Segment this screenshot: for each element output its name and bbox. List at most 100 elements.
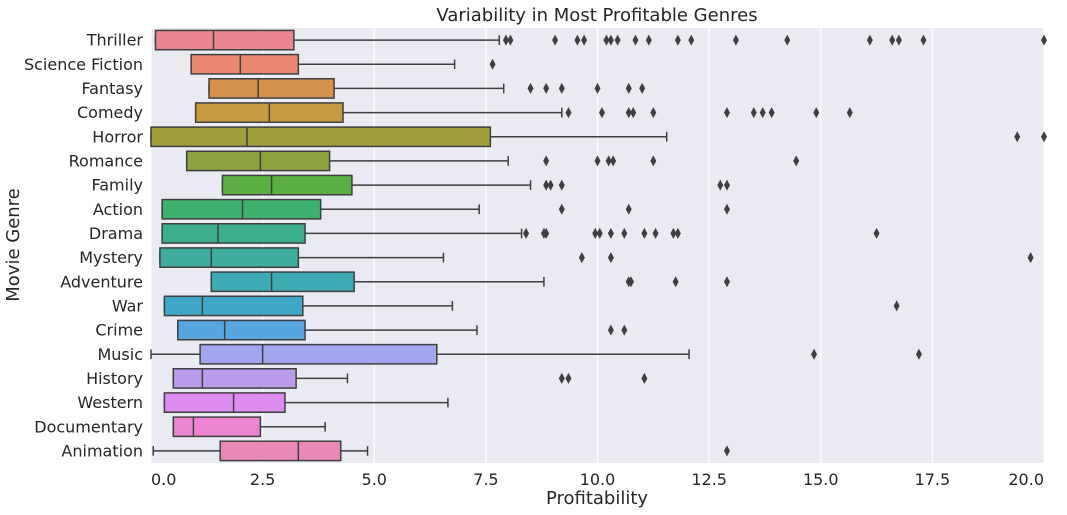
outlier-point <box>578 252 585 264</box>
outlier-point <box>893 300 900 312</box>
outlier-point <box>723 276 730 288</box>
outlier-point <box>759 107 766 119</box>
outlier-point <box>688 34 695 46</box>
y-tick-label: Thriller <box>86 31 144 50</box>
outlier-point <box>625 82 632 94</box>
outlier-point <box>846 107 853 119</box>
box-comedy <box>194 102 853 123</box>
y-tick-label: Adventure <box>60 272 143 291</box>
outlier-point <box>603 34 610 46</box>
outlier-point <box>866 34 873 46</box>
x-tick-label: 5.0 <box>362 470 387 489</box>
outlier-point <box>723 203 730 215</box>
box-western <box>163 392 449 413</box>
outlier-point <box>672 276 679 288</box>
outlier-point <box>873 227 880 239</box>
y-tick-label: Horror <box>92 127 143 146</box>
outlier-point <box>558 179 565 191</box>
outlier-point <box>1027 252 1034 264</box>
box-animation <box>152 440 730 462</box>
box-documentary <box>172 416 326 438</box>
outlier-point <box>674 227 681 239</box>
outlier-point <box>641 227 648 239</box>
outlier-point <box>607 227 614 239</box>
outlier-point <box>558 372 565 384</box>
box-iqr <box>185 150 331 172</box>
x-tick-label: 12.5 <box>691 470 727 489</box>
outlier-point <box>717 179 724 191</box>
outlier-point <box>1041 131 1047 143</box>
outlier-point <box>507 34 514 46</box>
y-tick-label: Animation <box>61 441 143 460</box>
outlier-point <box>610 155 617 167</box>
outlier-point <box>732 34 739 46</box>
y-tick-label: Western <box>77 393 143 412</box>
boxes-layer <box>150 29 1047 462</box>
x-tick-label: 7.5 <box>473 470 498 489</box>
box-iqr <box>177 319 306 341</box>
y-tick-label: Comedy <box>77 103 143 122</box>
outlier-point <box>543 155 550 167</box>
box-iqr <box>199 343 438 365</box>
outlier-point <box>581 34 588 46</box>
box-fantasy <box>208 78 646 99</box>
y-tick-labels: Thriller Science Fiction Fantasy Comedy Horr… <box>24 31 143 461</box>
outlier-point <box>558 82 565 94</box>
box-iqr <box>172 368 297 389</box>
box-crime <box>177 319 628 341</box>
box-science-fiction <box>190 53 496 75</box>
outlier-point <box>915 348 922 360</box>
box-iqr <box>190 53 300 75</box>
outlier-point <box>596 227 603 239</box>
outlier-point <box>889 34 896 46</box>
y-tick-label: Documentary <box>34 417 143 436</box>
outlier-point <box>489 58 496 70</box>
outlier-point <box>652 227 659 239</box>
outlier-point <box>723 107 730 119</box>
y-tick-label: Fantasy <box>81 79 143 98</box>
outlier-point <box>625 107 632 119</box>
outlier-point <box>607 34 614 46</box>
outlier-point <box>523 227 530 239</box>
x-tick-label: 2.5 <box>250 470 275 489</box>
outlier-point <box>594 82 601 94</box>
y-tick-label: Action <box>93 200 143 219</box>
outlier-point <box>1041 34 1047 46</box>
outlier-point <box>558 203 565 215</box>
box-history <box>172 368 648 389</box>
box-iqr <box>210 271 355 293</box>
y-tick-label: Science Fiction <box>24 55 143 74</box>
outlier-point <box>723 179 730 191</box>
y-tick-label: Mystery <box>79 248 143 267</box>
box-action <box>161 198 730 220</box>
outlier-point <box>811 348 818 360</box>
outlier-point <box>543 227 550 239</box>
box-music <box>150 343 922 365</box>
outlier-point <box>614 34 621 46</box>
outlier-point <box>641 372 648 384</box>
outlier-point <box>565 372 572 384</box>
outlier-point <box>813 107 820 119</box>
box-iqr <box>208 78 335 99</box>
outlier-point <box>793 155 800 167</box>
outlier-point <box>592 227 599 239</box>
outlier-point <box>605 155 612 167</box>
outlier-point <box>920 34 927 46</box>
outlier-point <box>621 324 628 336</box>
outlier-point <box>630 107 637 119</box>
outlier-point <box>543 179 550 191</box>
outlier-point <box>723 445 730 457</box>
outlier-point <box>650 155 657 167</box>
box-iqr <box>150 126 492 148</box>
outlier-point <box>625 203 632 215</box>
box-iqr <box>161 223 306 244</box>
outlier-point <box>607 252 614 264</box>
outlier-point <box>565 107 572 119</box>
y-tick-label: War <box>112 296 144 315</box>
box-iqr <box>221 174 353 196</box>
y-tick-label: Romance <box>69 151 143 170</box>
outlier-point <box>594 155 601 167</box>
chart-title: Variability in Most Profitable Genres <box>436 5 757 26</box>
outlier-point <box>574 34 581 46</box>
